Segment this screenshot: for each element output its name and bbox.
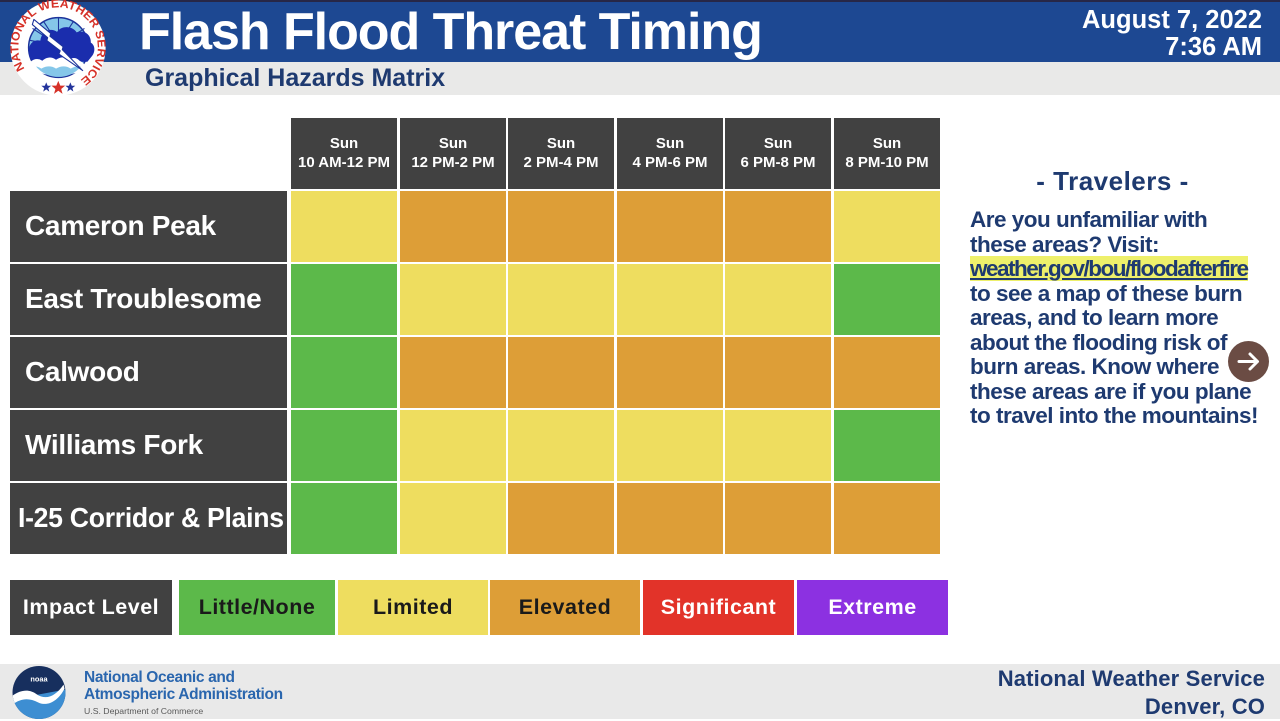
svg-text:noaa: noaa xyxy=(30,675,48,684)
